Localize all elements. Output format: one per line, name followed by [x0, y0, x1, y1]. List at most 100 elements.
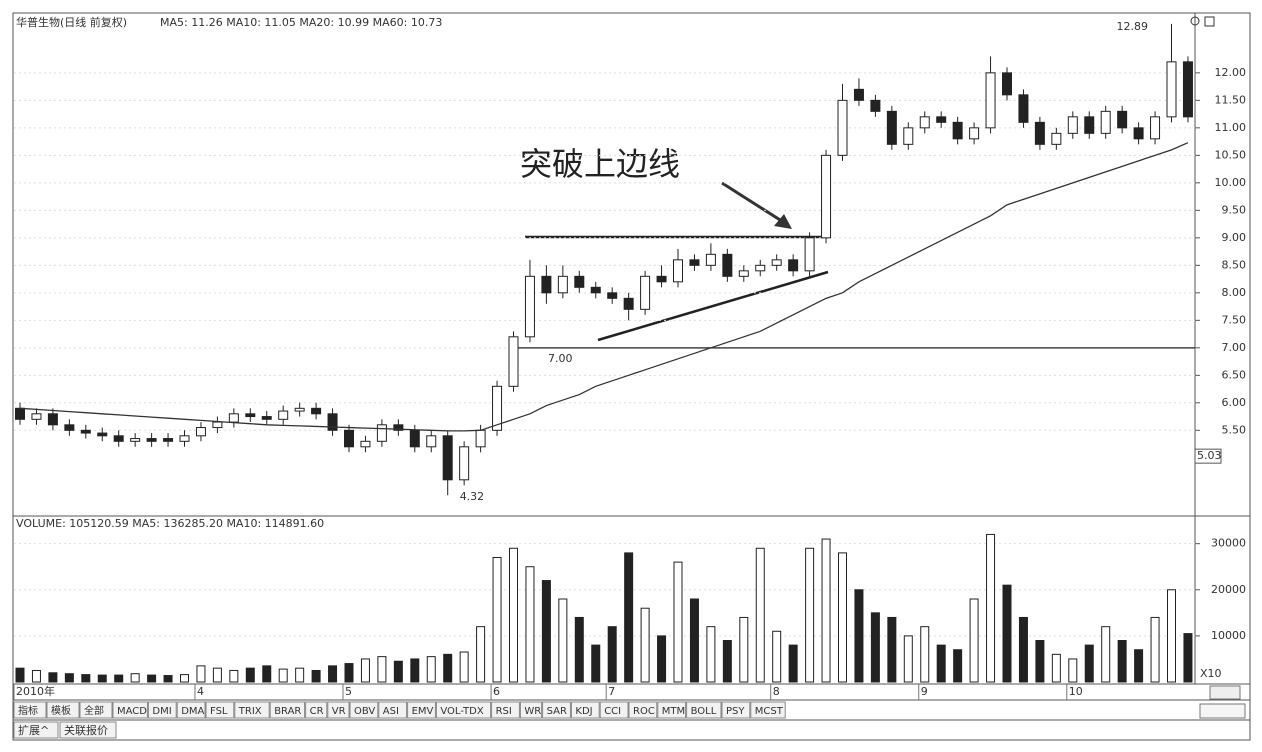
candle-body: [195, 427, 206, 437]
volume-bar: [624, 552, 634, 683]
scroll-control[interactable]: [1199, 703, 1246, 719]
toolbar-tab[interactable]: [147, 701, 177, 719]
volume-bar: [1018, 616, 1028, 683]
toolbar-tab[interactable]: [349, 701, 379, 719]
volume-bar: [443, 653, 453, 683]
volume-bar: [147, 674, 157, 683]
window-button[interactable]: [1190, 16, 1200, 26]
x-tick-label: 10: [1069, 685, 1083, 698]
candle-body: [113, 435, 124, 442]
candle-body: [574, 275, 585, 288]
candle-body: [442, 435, 453, 481]
candle-body: [689, 259, 700, 266]
toolbar-label: KDJ: [575, 706, 592, 717]
volume-bar: [541, 580, 551, 683]
toolbar-tab[interactable]: [205, 701, 235, 719]
volume-bar: [1035, 640, 1045, 683]
volume-bar: [1068, 658, 1078, 683]
candle-body: [97, 432, 108, 437]
window-button[interactable]: [1204, 16, 1215, 27]
volume-bar: [805, 547, 815, 683]
volume-bar: [1117, 640, 1127, 683]
volume-bar: [245, 667, 255, 683]
volume-bar: [1183, 633, 1193, 683]
volume-bar: [854, 589, 864, 683]
toolbar-tab[interactable]: [491, 701, 520, 719]
annotation: 突破上边线: [520, 145, 680, 183]
toolbar-tab[interactable]: [46, 701, 80, 719]
ma-legend: MA5: 11.26 MA10: 11.05 MA20: 10.99 MA60:…: [160, 16, 442, 29]
toolbar-tab[interactable]: [378, 701, 408, 719]
y-tick-label: 7.50: [1222, 313, 1247, 326]
candle-body: [245, 413, 256, 418]
toolbar-tab[interactable]: [79, 701, 113, 719]
bottom-tab[interactable]: [59, 721, 117, 739]
volume-bar: [640, 607, 650, 683]
candle-body: [1002, 72, 1012, 96]
toolbar-tab[interactable]: [542, 701, 571, 719]
x-tick-label: 9: [921, 685, 928, 698]
volume-bar: [295, 667, 305, 683]
toolbar-tab[interactable]: [407, 701, 436, 719]
toolbar-tab[interactable]: [599, 701, 629, 719]
ma-line: [19, 142, 1189, 432]
volume-bar: [525, 566, 535, 683]
toolbar-tab[interactable]: [721, 701, 751, 719]
toolbar-label: ASI: [383, 706, 399, 717]
candle-body: [1034, 121, 1045, 145]
volume-bar: [278, 668, 288, 683]
volume-bar: [772, 630, 782, 683]
toolbar-tab[interactable]: [269, 701, 306, 719]
candle-body: [821, 154, 832, 239]
toolbar-tab[interactable]: [327, 701, 350, 719]
candle-body: [1117, 110, 1128, 129]
volume-bar: [64, 673, 74, 683]
toolbar-tab[interactable]: [519, 701, 543, 719]
toolbar-label: SAR: [547, 706, 567, 717]
toolbar-label: 指标: [18, 704, 38, 717]
candle-body: [870, 99, 881, 112]
toolbar-tab[interactable]: [305, 701, 328, 719]
volume-bar: [476, 626, 486, 683]
volume-bar: [673, 561, 683, 683]
y-tick-label: 9.00: [1222, 231, 1247, 244]
volume-bar: [755, 547, 765, 683]
candle-body: [459, 446, 470, 481]
price-marker-label: 5.03: [1197, 449, 1222, 462]
y-tick-label: 9.50: [1222, 203, 1247, 216]
candle-body: [146, 438, 157, 442]
bottom-tab[interactable]: [13, 721, 59, 739]
candle-body: [1166, 61, 1177, 118]
stock-title: 华普生物(日线 前复权): [16, 15, 127, 29]
toolbar-label: MTM: [662, 706, 685, 717]
candle-body: [278, 410, 289, 420]
toolbar-label: DMI: [152, 706, 171, 717]
toolbar-tab[interactable]: [234, 701, 270, 719]
window-frame: [12, 12, 1251, 741]
toolbar-tab[interactable]: [750, 701, 786, 719]
toolbar-tab[interactable]: [176, 701, 206, 719]
toolbar-label: MACD: [117, 706, 147, 717]
toolbar-label: OBV: [354, 706, 375, 717]
volume-bar: [509, 547, 518, 683]
toolbar-tab[interactable]: [570, 701, 600, 719]
scale-label: X10: [1200, 667, 1222, 680]
toolbar-tab[interactable]: [13, 701, 47, 719]
volume-bar: [344, 663, 354, 683]
toolbar-tab[interactable]: [686, 701, 722, 719]
bottom-tab-label: 扩展^: [18, 723, 49, 737]
toolbar-tab[interactable]: [112, 701, 148, 719]
volume-bar: [163, 675, 173, 683]
toolbar-tab[interactable]: [628, 701, 658, 719]
toolbar-tab[interactable]: [657, 701, 687, 719]
corner-button[interactable]: [1209, 685, 1241, 700]
high-label: 12.89: [1117, 20, 1149, 33]
x-tick-label: 7: [608, 685, 615, 698]
toolbar-tab[interactable]: [435, 701, 492, 719]
candle-body: [409, 429, 420, 448]
volume-bar: [722, 640, 732, 683]
volume-bar: [591, 644, 601, 683]
volume-bar: [739, 616, 749, 683]
candle-body: [376, 424, 387, 442]
low-label: 4.32: [460, 490, 485, 503]
